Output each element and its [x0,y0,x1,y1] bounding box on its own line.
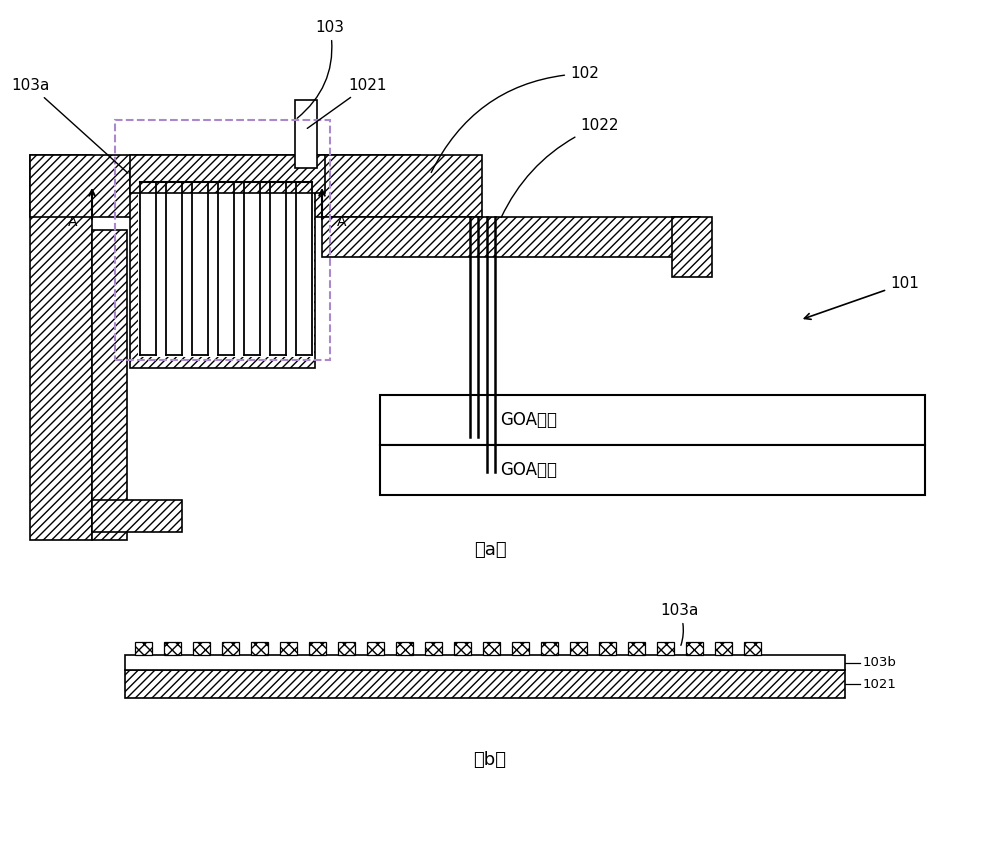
Text: （a）: （a） [474,541,506,559]
Bar [322,155,482,217]
Bar [309,642,326,655]
Bar [322,217,700,257]
Bar [135,642,152,655]
Bar [512,642,529,655]
Bar [92,500,182,532]
Bar [138,180,314,357]
Bar [92,230,127,540]
Bar [30,155,420,217]
Bar [130,168,315,368]
Bar [251,642,268,655]
Bar [541,642,558,655]
Text: 103: 103 [297,20,344,119]
Bar [715,642,732,655]
Bar [672,217,712,277]
Bar [164,642,181,655]
Text: 101: 101 [804,276,919,319]
Bar [125,655,845,670]
Bar [222,642,239,655]
Bar [396,642,413,655]
Bar [295,100,317,168]
Bar [130,155,325,193]
Bar [686,642,703,655]
Bar [30,155,92,540]
Bar [125,670,845,698]
Text: 1021: 1021 [307,78,386,128]
Bar [380,395,925,445]
Text: 102: 102 [431,66,599,173]
Bar [599,642,616,655]
Bar [280,642,297,655]
Text: GOA单元: GOA单元 [500,411,557,429]
Text: 1021: 1021 [863,678,897,691]
Text: 1022: 1022 [501,118,618,218]
Bar [454,642,471,655]
Bar [380,445,925,495]
Bar [744,642,761,655]
Bar [338,642,355,655]
Bar [367,642,384,655]
Bar [115,120,330,360]
Text: 103b: 103b [863,656,897,669]
Bar [657,642,674,655]
Text: （b）: （b） [474,751,507,769]
Bar [483,642,500,655]
Bar [425,642,442,655]
Bar [570,642,587,655]
Text: A: A [68,215,77,229]
Text: 103a: 103a [12,78,128,173]
Text: 103a: 103a [660,603,698,645]
Bar [628,642,645,655]
Text: GOA单元: GOA单元 [500,461,557,479]
Text: A: A [337,215,347,229]
Bar [193,642,210,655]
